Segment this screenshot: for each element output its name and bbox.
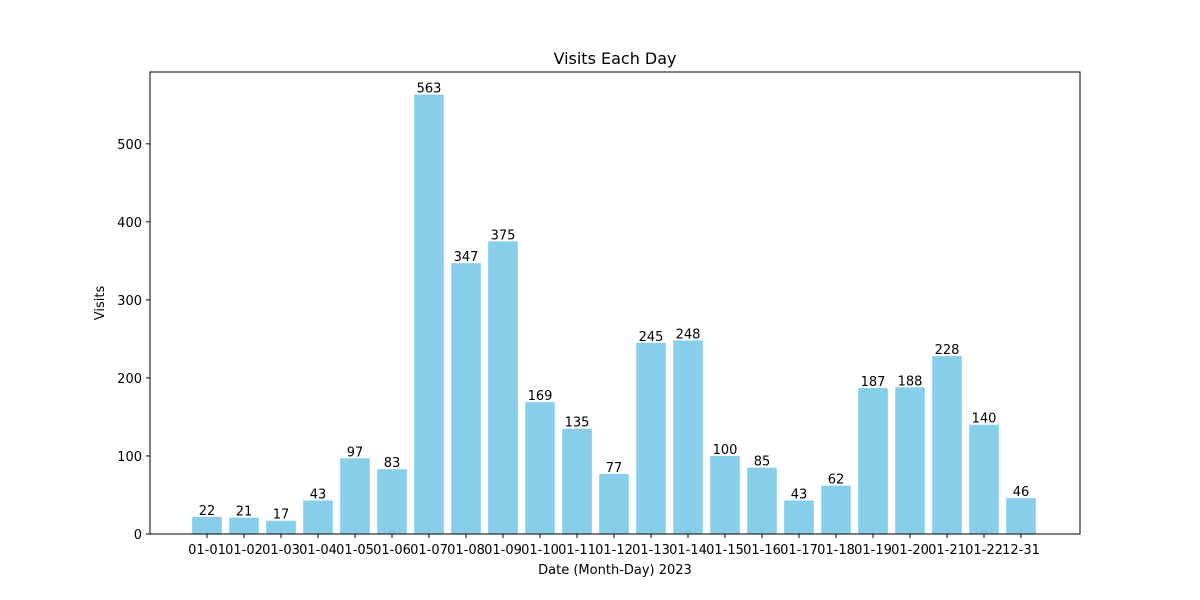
data-label-01-05: 97 [347,445,364,460]
bar-12-31 [1006,498,1036,534]
x-tick-label-01-06: 01-06 [373,543,411,558]
y-tick-label-500: 500 [117,138,142,153]
bar-01-22 [969,424,999,534]
bar-01-13 [636,342,666,534]
data-label-01-03: 17 [273,508,290,523]
x-axis: 01-01 01-02 01-03 01-04 01-05 01-06 01-07 01-08… [188,534,1040,558]
x-tick-label-01-19: 01-19 [854,543,892,558]
x-tick-label-01-17: 01-17 [780,543,818,558]
bar-01-05 [340,458,370,534]
x-tick-label-01-12: 01-12 [595,543,633,558]
x-tick-label-01-10: 01-10 [521,543,559,558]
data-label-01-15: 100 [713,443,738,458]
y-tick-label-100: 100 [117,450,142,465]
x-tick-label-01-01: 01-01 [188,543,226,558]
data-label-01-21: 228 [935,343,960,358]
x-tick-label-01-05: 01-05 [336,543,374,558]
y-tick-label-400: 400 [117,216,142,231]
bar-01-03 [266,520,296,534]
x-tick-label-01-13: 01-13 [632,543,670,558]
bar-01-07 [414,94,444,534]
data-label-01-10: 169 [528,389,553,404]
x-tick-label-01-08: 01-08 [447,543,485,558]
x-axis-title: Date (Month-Day) 2023 [538,563,692,578]
y-axis-title: Visits [93,286,108,321]
bar-01-16 [747,467,777,534]
data-label-01-13: 245 [639,330,664,345]
bar-01-01 [192,516,222,534]
data-label-01-19: 187 [861,375,886,390]
bar-01-08 [451,263,481,534]
bar-01-14 [673,340,703,534]
x-tick-label-01-04: 01-04 [299,543,337,558]
x-tick-label-12-31: 12-31 [1002,543,1040,558]
x-tick-label-01-14: 01-14 [669,543,707,558]
x-tick-label-01-07: 01-07 [410,543,448,558]
x-tick-label-01-22: 01-22 [965,543,1003,558]
bar-01-04 [303,500,333,534]
bar-01-10 [525,402,555,534]
bar-01-21 [932,356,962,534]
data-label-01-04: 43 [310,487,327,502]
x-tick-label-01-15: 01-15 [706,543,744,558]
data-label-01-14: 248 [676,327,701,342]
y-tick-label-200: 200 [117,372,142,387]
data-label-01-06: 83 [384,456,401,471]
x-tick-label-01-20: 01-20 [891,543,929,558]
x-tick-label-01-02: 01-02 [225,543,263,558]
x-tick-label-01-16: 01-16 [743,543,781,558]
data-label-01-02: 21 [236,505,253,520]
chart-title: Visits Each Day [553,49,676,68]
bar-01-09 [488,241,518,535]
bar-01-11 [562,428,592,534]
plot-frame [149,71,1081,535]
bar-01-18 [821,485,851,534]
data-label-01-20: 188 [898,374,923,389]
data-label-01-11: 135 [565,416,590,431]
bar-01-15 [710,455,740,534]
x-tick-label-01-03: 01-03 [262,543,300,558]
bar-01-19 [858,388,888,534]
data-label-01-17: 43 [791,487,808,502]
data-label-01-12: 77 [606,461,623,476]
y-tick-label-300: 300 [117,294,142,309]
data-label-01-22: 140 [972,412,997,427]
data-labels-group: 22 21 17 43 97 83 563 347 375 169 135 77 245 248 100 85… [199,82,1030,523]
data-label-01-07: 563 [417,82,442,97]
x-tick-label-01-21: 01-21 [928,543,966,558]
x-tick-label-01-09: 01-09 [484,543,522,558]
data-label-01-09: 375 [491,228,516,243]
y-axis: 0 100 200 300 400 500 [117,138,150,543]
data-label-01-01: 22 [199,504,216,519]
bar-01-06 [377,469,407,534]
data-label-01-16: 85 [754,455,771,470]
x-tick-label-01-11: 01-11 [558,543,596,558]
data-label-12-31: 46 [1013,485,1030,500]
bars-group [192,94,1036,535]
bar-01-17 [784,500,814,534]
data-label-01-18: 62 [828,473,845,488]
bar-01-02 [229,517,259,534]
data-label-01-08: 347 [454,250,479,265]
y-tick-label-0: 0 [134,528,142,543]
bar-01-12 [599,473,629,534]
x-tick-label-01-18: 01-18 [817,543,855,558]
bar-01-20 [895,387,925,534]
